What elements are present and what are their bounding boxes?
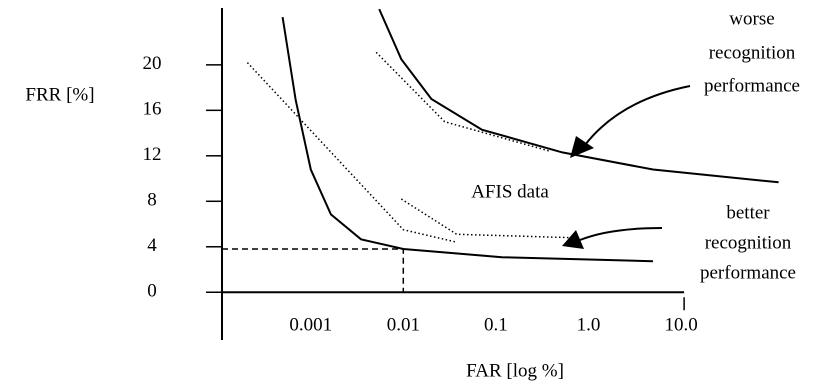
x-tick-label: 0.01 xyxy=(387,314,420,335)
y-axis-label: FRR [%] xyxy=(25,84,94,105)
y-tick-label: 16 xyxy=(143,99,162,120)
dotted-line xyxy=(246,62,457,243)
x-tick-label: 1.0 xyxy=(577,314,601,335)
annotation-line: performance xyxy=(700,262,796,283)
annotation-better: better recognition performance xyxy=(700,202,796,283)
arrowhead xyxy=(570,136,594,158)
annotation-line: better xyxy=(726,202,770,223)
annotation: AFIS data xyxy=(471,181,549,202)
y-tick-label: 8 xyxy=(147,190,157,211)
x-tick-label: 10.0 xyxy=(664,314,697,335)
dotted-line xyxy=(400,198,573,239)
solid-line xyxy=(378,8,779,184)
solid-line xyxy=(281,16,654,263)
x-axis-label: FAR [log %] xyxy=(466,360,564,381)
x-tick-label: 0.1 xyxy=(484,314,508,335)
y-tick-label: 4 xyxy=(147,235,157,256)
dotted-line xyxy=(375,51,551,153)
y-tick-label: 12 xyxy=(143,144,162,165)
annotation-line: recognition xyxy=(709,42,796,63)
annotation-line: performance xyxy=(704,75,800,96)
annotation-line: recognition xyxy=(705,232,792,253)
annotation-line: worse xyxy=(729,8,774,29)
dashed-line xyxy=(222,248,405,293)
arrowhead xyxy=(562,230,584,249)
y-tick-label: 0 xyxy=(147,281,157,302)
arrow xyxy=(579,227,663,241)
y-tick-label: 20 xyxy=(143,53,162,74)
arrow xyxy=(584,85,691,146)
annotation-worse: worse recognition performance xyxy=(704,8,800,96)
x-tick-label: 0.001 xyxy=(289,314,332,335)
